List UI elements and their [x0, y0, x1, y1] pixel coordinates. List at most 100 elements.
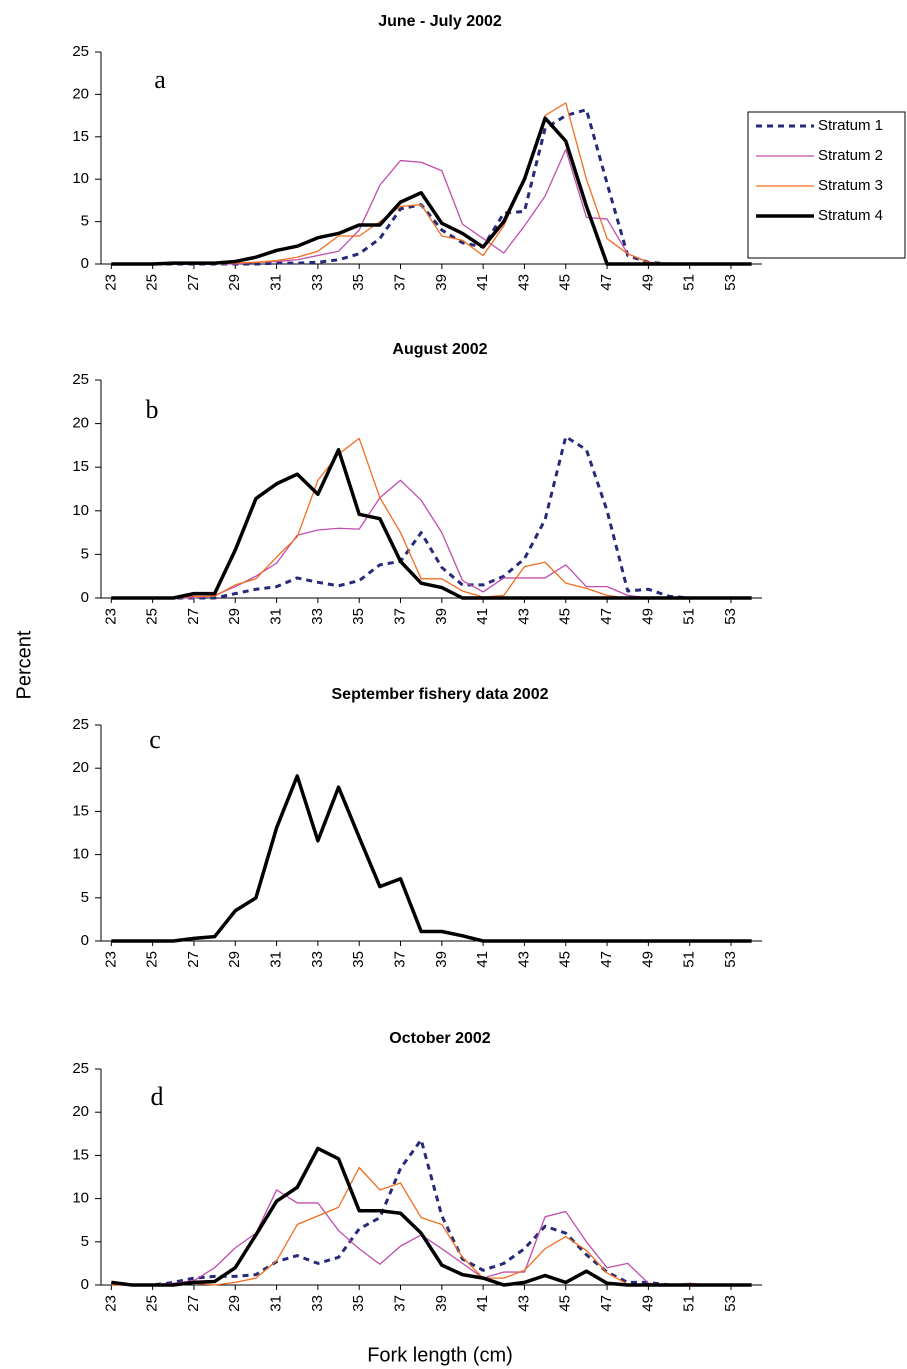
- y-tick-label: 20: [72, 1103, 89, 1120]
- x-tick-label: 35: [350, 608, 367, 625]
- chart-title: June - July 2002: [378, 13, 502, 30]
- x-tick-label: 25: [144, 951, 161, 968]
- y-tick-label: 5: [81, 889, 89, 906]
- y-tick-label: 15: [72, 458, 89, 475]
- series-line: [111, 1138, 752, 1287]
- legend-label: Stratum 4: [818, 207, 883, 224]
- series-line: [111, 435, 752, 600]
- x-tick-label: 53: [722, 608, 739, 625]
- y-tick-label: 25: [72, 371, 89, 388]
- y-tick-label: 15: [72, 802, 89, 819]
- legend: Stratum 1 Stratum 2 Stratum 3 Stratum 4: [747, 111, 906, 259]
- x-tick-label: 45: [557, 608, 574, 625]
- x-tick-label: 41: [474, 608, 491, 625]
- x-tick-label: 25: [144, 274, 161, 291]
- series-line: [111, 1189, 752, 1286]
- panel-letter: b: [146, 395, 159, 424]
- x-tick-label: 41: [474, 274, 491, 291]
- series-line: [111, 774, 752, 943]
- x-tick-label: 41: [474, 1295, 491, 1312]
- x-tick-label: 53: [722, 1295, 739, 1312]
- x-tick-label: 37: [391, 608, 408, 625]
- x-tick-label: 43: [515, 608, 532, 625]
- x-tick-label: 31: [268, 951, 285, 968]
- x-tick-label: 27: [185, 608, 202, 625]
- x-tick-label: 35: [350, 1295, 367, 1312]
- x-tick-label: 35: [350, 951, 367, 968]
- panel-letter: a: [154, 65, 166, 94]
- x-tick-label: 33: [309, 274, 326, 291]
- x-tick-label: 23: [102, 951, 119, 968]
- x-tick-label: 53: [722, 274, 739, 291]
- x-tick-label: 47: [598, 1295, 615, 1312]
- series-line: [111, 102, 752, 265]
- x-tick-label: 53: [722, 951, 739, 968]
- y-tick-label: 10: [72, 170, 89, 187]
- y-axis-label: Percent: [13, 630, 35, 699]
- series-line: [111, 448, 752, 600]
- x-tick-label: 49: [639, 1295, 656, 1312]
- y-tick-label: 0: [81, 1276, 89, 1293]
- x-tick-label: 43: [515, 951, 532, 968]
- chart-title: October 2002: [389, 1030, 490, 1047]
- x-tick-label: 35: [350, 274, 367, 291]
- x-tick-label: 27: [185, 951, 202, 968]
- x-tick-label: 31: [268, 608, 285, 625]
- x-tick-label: 51: [681, 274, 698, 291]
- x-tick-label: 23: [102, 1295, 119, 1312]
- y-tick-label: 25: [72, 1060, 89, 1077]
- series-line: [111, 108, 752, 266]
- x-tick-label: 29: [226, 274, 243, 291]
- x-tick-label: 51: [681, 608, 698, 625]
- y-tick-label: 25: [72, 716, 89, 733]
- panel-letter: d: [151, 1082, 164, 1111]
- y-tick-label: 20: [72, 85, 89, 102]
- y-tick-label: 0: [81, 932, 89, 949]
- legend-label: Stratum 3: [818, 177, 883, 194]
- y-tick-label: 0: [81, 255, 89, 272]
- y-tick-label: 20: [72, 415, 89, 432]
- series-line: [111, 1166, 752, 1286]
- x-tick-label: 51: [681, 1295, 698, 1312]
- x-tick-label: 39: [433, 274, 450, 291]
- series-line: [111, 437, 752, 599]
- y-tick-label: 10: [72, 1190, 89, 1207]
- x-tick-label: 43: [515, 1295, 532, 1312]
- x-tick-label: 41: [474, 951, 491, 968]
- x-tick-label: 29: [226, 951, 243, 968]
- x-tick-label: 51: [681, 951, 698, 968]
- panel-letter: c: [149, 725, 161, 754]
- x-tick-label: 47: [598, 608, 615, 625]
- x-tick-label: 23: [102, 274, 119, 291]
- y-tick-label: 5: [81, 213, 89, 230]
- x-tick-label: 33: [309, 608, 326, 625]
- y-tick-label: 10: [72, 846, 89, 863]
- y-tick-label: 5: [81, 1233, 89, 1250]
- x-tick-label: 39: [433, 951, 450, 968]
- x-tick-label: 29: [226, 1295, 243, 1312]
- legend-box: [747, 111, 906, 259]
- y-tick-label: 10: [72, 502, 89, 519]
- x-tick-label: 49: [639, 608, 656, 625]
- y-tick-label: 25: [72, 43, 89, 60]
- x-tick-label: 27: [185, 1295, 202, 1312]
- series-line: [111, 479, 752, 599]
- legend-label: Stratum 2: [818, 147, 883, 164]
- x-tick-label: 45: [557, 951, 574, 968]
- series-line: [111, 116, 752, 266]
- x-tick-label: 25: [144, 1295, 161, 1312]
- x-tick-label: 39: [433, 1295, 450, 1312]
- x-tick-label: 43: [515, 274, 532, 291]
- chart-title: September fishery data 2002: [332, 686, 549, 703]
- y-tick-label: 15: [72, 1146, 89, 1163]
- x-tick-label: 33: [309, 1295, 326, 1312]
- y-tick-label: 5: [81, 545, 89, 562]
- x-tick-label: 37: [391, 951, 408, 968]
- legend-label: Stratum 1: [818, 117, 883, 134]
- x-tick-label: 49: [639, 274, 656, 291]
- chart-title: August 2002: [392, 341, 487, 358]
- x-tick-label: 37: [391, 274, 408, 291]
- x-tick-label: 31: [268, 274, 285, 291]
